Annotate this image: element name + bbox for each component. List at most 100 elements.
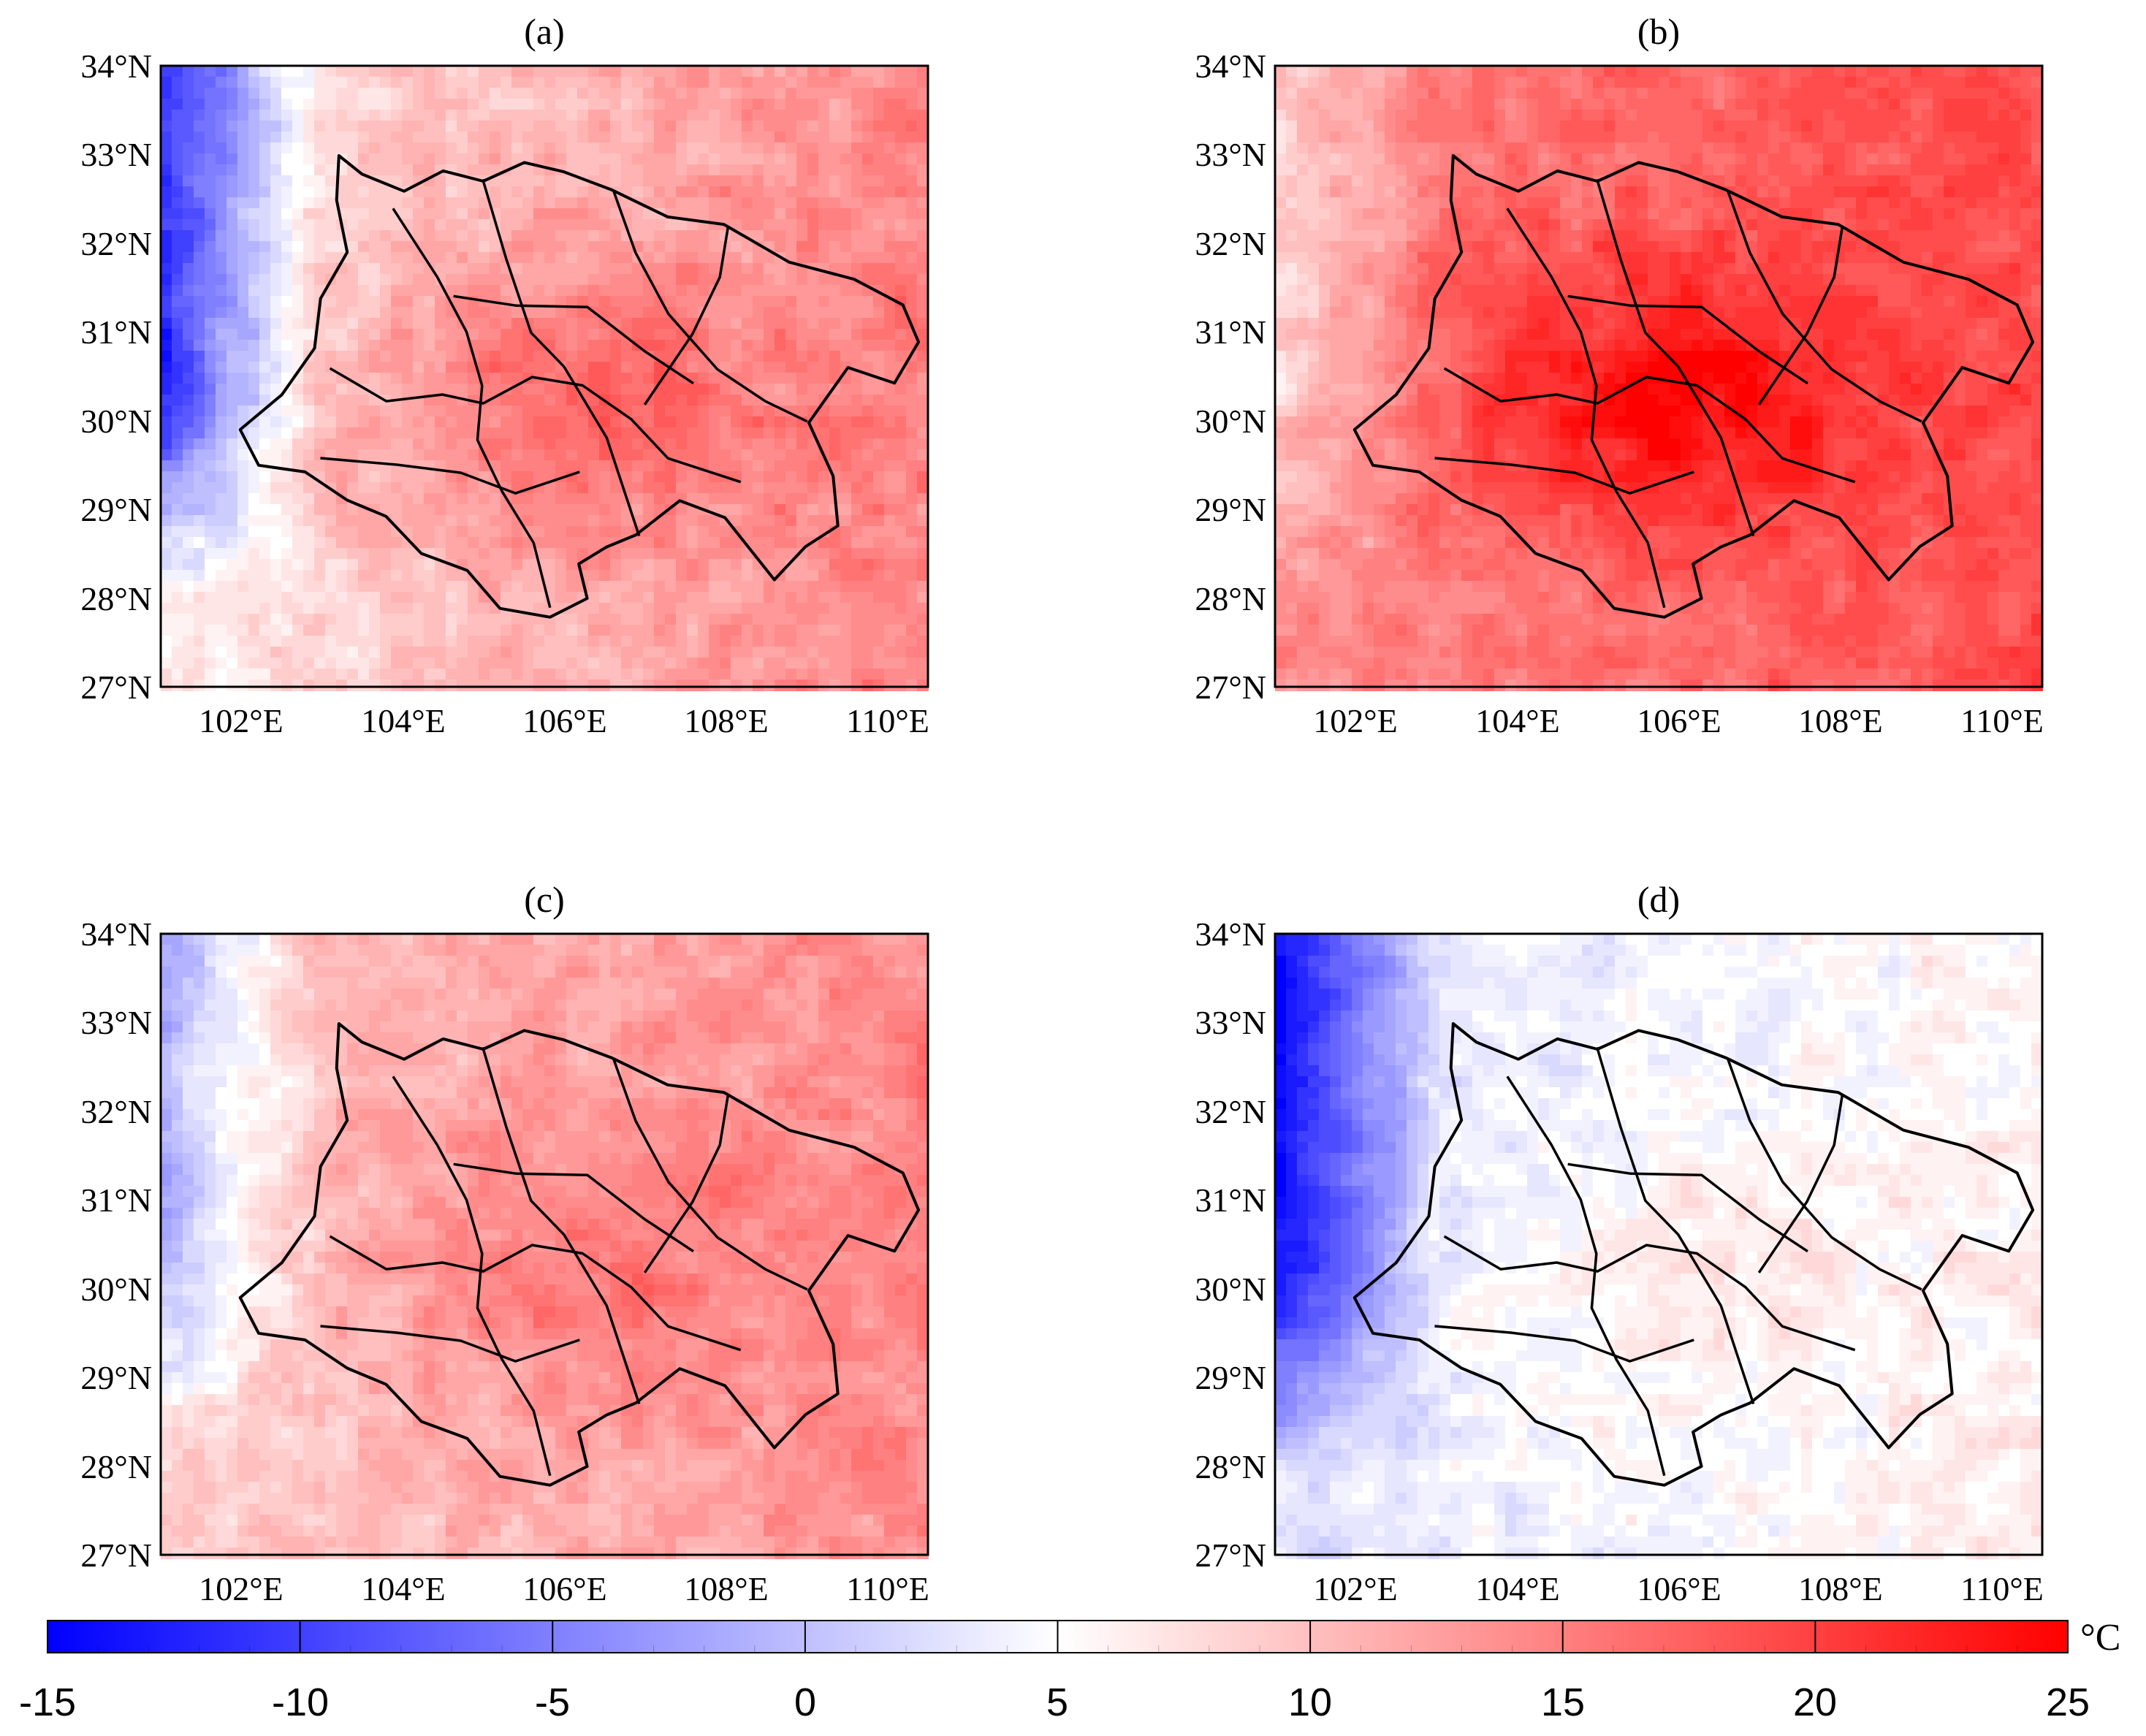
heatmap-cell [742,504,753,516]
heatmap-cell [347,581,359,593]
heatmap-cell [720,493,731,505]
heatmap-cell [380,329,392,340]
heatmap-cell [281,208,293,220]
heatmap-cell [270,647,282,658]
heatmap-cell [643,351,655,362]
heatmap-cell [1757,186,1769,198]
heatmap-cell [1900,142,1911,154]
heatmap-cell [895,504,907,516]
heatmap-cell [183,438,194,450]
heatmap-cell [446,548,457,560]
heatmap-cell [1374,121,1385,132]
heatmap-cell [424,230,435,242]
heatmap-cell [588,142,600,154]
heatmap-cell [665,526,677,538]
heatmap-cell [709,175,720,187]
heatmap-cell [270,274,282,286]
heatmap-cell [906,197,918,209]
heatmap-cell [873,252,885,264]
heatmap-cell [731,351,742,362]
heatmap-cell [248,614,260,625]
heatmap-cell [380,592,392,604]
heatmap-cell [336,340,348,351]
heatmap-cell [446,614,457,625]
heatmap-cell [851,142,863,154]
heatmap-cell [764,526,775,538]
heatmap-cell [720,329,731,340]
heatmap-cell [413,351,425,362]
heatmap-cell [391,625,403,636]
heatmap-cell [1878,66,1890,77]
heatmap-cell [172,581,183,593]
heatmap-cell [632,110,644,121]
heatmap-field [1275,66,2043,691]
heatmap-cell [1593,77,1605,88]
heatmap-cell [270,142,282,154]
heatmap-cell [840,329,852,340]
heatmap-cell [391,241,403,253]
heatmap-cell [1385,88,1396,99]
heatmap-cell [391,449,403,461]
heatmap-cell [259,416,271,428]
heatmap-cell [884,548,896,560]
heatmap-cell [281,77,293,88]
heatmap-cell [884,559,896,571]
heatmap-cell [1878,110,1890,121]
heatmap-cell [1297,99,1309,110]
heatmap-cell [775,647,786,658]
heatmap-cell [1472,153,1484,165]
heatmap-cell [687,636,699,647]
heatmap-cell [895,395,907,406]
heatmap-cell [1998,208,2010,220]
heatmap-cell [818,504,830,516]
heatmap-cell [1396,99,1407,110]
heatmap-cell [402,88,414,99]
heatmap-cell [1659,142,1670,154]
heatmap-cell [369,559,381,571]
heatmap-cell [183,384,194,395]
heatmap-cell [413,559,425,571]
heatmap-cell [194,362,205,373]
heatmap-cell [599,614,611,625]
heatmap-cell [1439,110,1451,121]
heatmap-cell [785,230,797,242]
heatmap-cell [610,132,622,143]
heatmap-cell [1637,88,1648,99]
heatmap-cell [237,197,249,209]
heatmap-cell [1746,88,1758,99]
heatmap-cell [1637,132,1648,143]
heatmap-cell [895,581,907,593]
heatmap-cell [862,142,874,154]
heatmap-cell [764,679,775,691]
heatmap-cell [1998,88,2010,99]
heatmap-cell [555,669,567,680]
heatmap-cell [599,121,611,132]
heatmap-cell [205,427,216,439]
heatmap-cell [1670,121,1681,132]
heatmap-cell [698,285,709,297]
heatmap-cell [555,208,567,220]
heatmap-cell [281,99,293,110]
heatmap-cell [1944,132,1955,143]
heatmap-cell [632,164,644,176]
heatmap-cell [687,471,699,483]
heatmap-cell [1702,99,1714,110]
heatmap-cell [632,77,644,88]
heatmap-cell [227,230,238,242]
heatmap-cell [851,329,863,340]
heatmap-cell [643,548,655,560]
heatmap-cell [796,548,808,560]
heatmap-cell [665,340,677,351]
heatmap-cell [347,110,359,121]
heatmap-cell [1735,66,1747,77]
heatmap-cell [775,449,786,461]
heatmap-cell [237,329,249,340]
heatmap-cell [895,77,907,88]
heatmap-cell [347,175,359,187]
heatmap-cell [1549,88,1561,99]
heatmap-cell [873,329,885,340]
heatmap-cell [566,307,578,319]
heatmap-cell [391,548,403,560]
heatmap-cell [194,614,205,625]
heatmap-cell [884,395,896,406]
